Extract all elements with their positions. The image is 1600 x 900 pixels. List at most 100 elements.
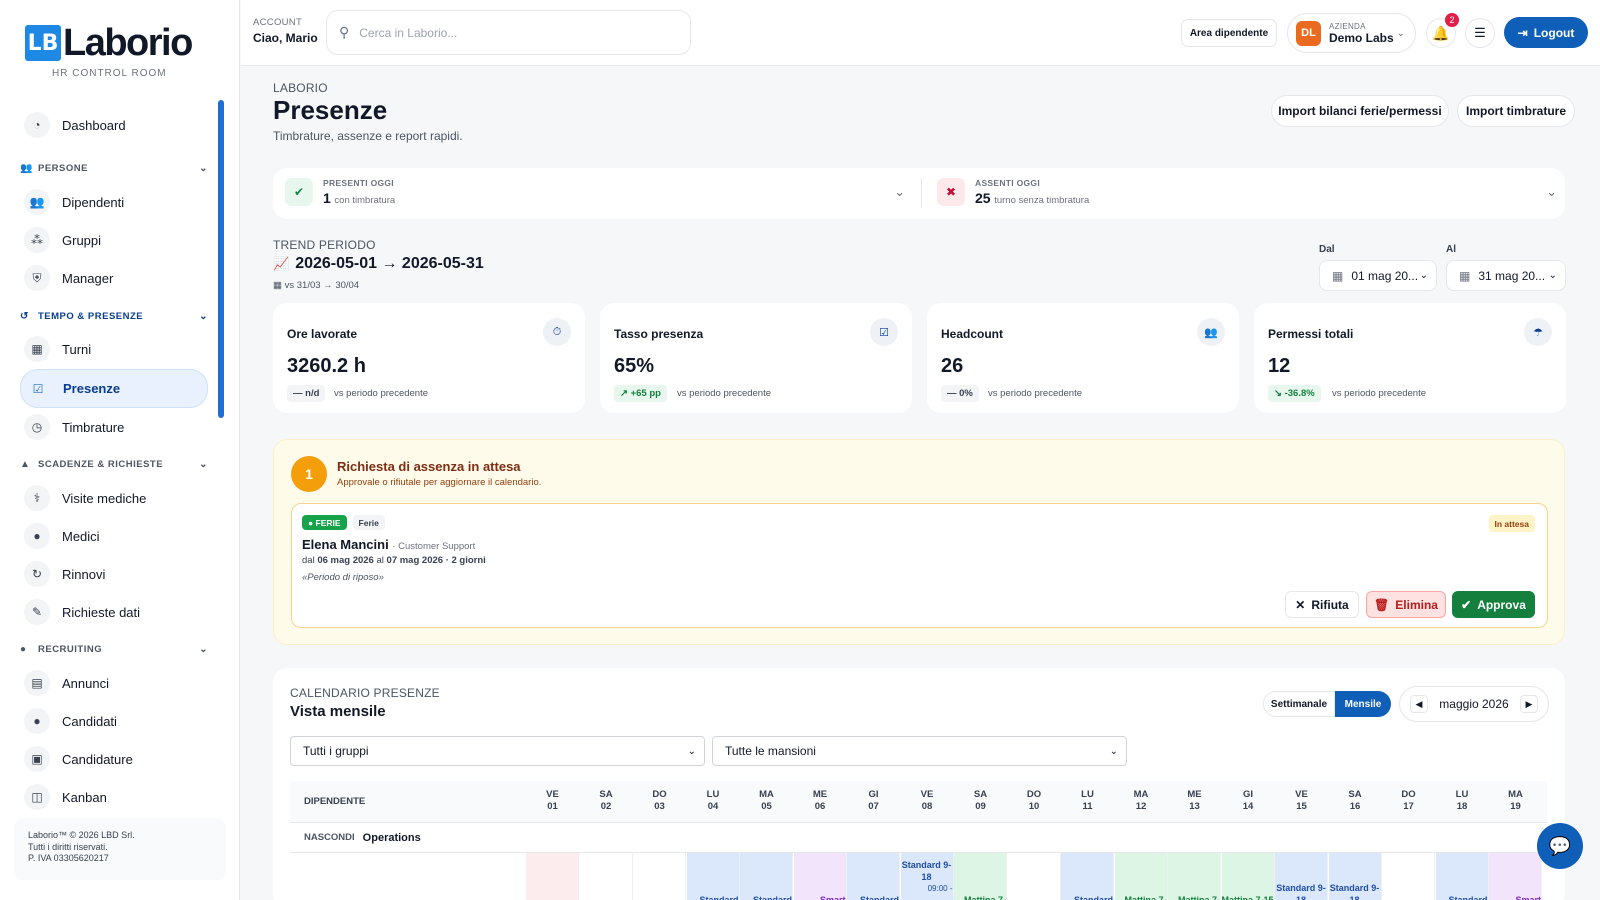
sidebar-item-candidati[interactable]: ● Candidati: [20, 703, 208, 739]
delete-button[interactable]: 🗑 Elimina: [1366, 591, 1446, 618]
day-number: 06: [814, 801, 826, 812]
people-icon: 👥: [20, 163, 33, 174]
present-today[interactable]: ✔ PRESENTI OGGI 1 con timbratura ⌄: [285, 178, 905, 206]
kpi-delta: — 0%: [941, 385, 979, 402]
sidebar-item-presenze[interactable]: ☑ Presenze: [20, 369, 208, 408]
shift-cell[interactable]: Smart: [793, 853, 847, 900]
date-to: 07 mag 2026: [386, 555, 444, 566]
sidebar-item-manager[interactable]: ⛨ Manager: [20, 260, 208, 296]
role-filter-select[interactable]: Tutte le mansioni ⌄: [712, 736, 1127, 766]
sliders-icon: ☰: [1474, 25, 1486, 40]
chevron-down-icon: ⌄: [1396, 27, 1405, 39]
hide-group-toggle[interactable]: NASCONDI: [304, 832, 355, 843]
sidebar-item-candidature[interactable]: ▣ Candidature: [20, 741, 208, 777]
notifications-button[interactable]: 🔔 2: [1426, 13, 1459, 48]
area-dipendente-button[interactable]: Area dipendente: [1181, 19, 1277, 47]
absent-today[interactable]: ✖ ASSENTI OGGI 25 turno senza timbratura…: [937, 178, 1557, 206]
kpi-compare-label: vs periodo precedente: [677, 388, 772, 399]
trend-compare-text: vs 31/03 → 30/04: [284, 280, 360, 291]
sidebar-item-label: Kanban: [62, 789, 107, 805]
chat-icon: 💬: [1548, 835, 1572, 856]
calendar-header-row: DIPENDENTE VE 01 SA 02 DO 03 LU 04 MA 05 ME 06 GI 07 V…: [290, 781, 1547, 823]
shift-cell[interactable]: Standard: [847, 853, 900, 900]
shift-label: Standard 9-18: [901, 860, 952, 882]
settings-button[interactable]: ☰: [1465, 18, 1495, 48]
shift-cell[interactable]: [1007, 853, 1061, 900]
notification-count-badge: 2: [1445, 13, 1459, 27]
view-month-toggle[interactable]: Mensile: [1335, 691, 1391, 717]
sidebar-item-kanban[interactable]: ◫ Kanban: [20, 779, 208, 815]
shift-cell[interactable]: Smart: [1489, 853, 1542, 900]
reject-button[interactable]: ✕ Rifiuta: [1285, 591, 1359, 618]
sidebar-item-richieste-dati[interactable]: ✎ Richieste dati: [20, 594, 208, 630]
shift-cell[interactable]: Mattina 7-15: [1221, 853, 1275, 900]
sidebar-item-turni[interactable]: ▦ Turni: [20, 331, 208, 367]
sidebar-item-visite-mediche[interactable]: ⚕ Visite mediche: [20, 480, 208, 516]
company-avatar: DL: [1296, 20, 1321, 46]
sidebar-item-dashboard[interactable]: ◔ Dashboard: [20, 107, 208, 143]
day-column-header: DO 03: [633, 789, 686, 813]
day-name: MA: [759, 789, 774, 800]
import-timbrature-button[interactable]: Import timbrature: [1457, 95, 1575, 127]
chat-button[interactable]: 💬: [1537, 823, 1583, 869]
shift-label: Mattina 7-15: [1221, 895, 1274, 900]
import-bilanci-button[interactable]: Import bilanci ferie/permessi: [1271, 95, 1449, 127]
day-column-header: DO 17: [1382, 789, 1435, 813]
sidebar-item-label: Annunci: [62, 675, 109, 691]
sidebar-item-gruppi[interactable]: ⁂ Gruppi: [20, 222, 208, 258]
present-label: PRESENTI OGGI: [323, 178, 394, 188]
chevron-down-icon: ⌄: [1546, 184, 1557, 199]
day-column-header: LU 11: [1061, 789, 1114, 813]
logo[interactable]: LB Laborio: [25, 24, 193, 62]
kpi-value: 12: [1268, 355, 1291, 377]
shift-cell[interactable]: Standard 9-18: [1275, 853, 1328, 900]
sidebar-item-rinnovi[interactable]: ↻ Rinnovi: [20, 556, 208, 592]
shift-cell[interactable]: [526, 853, 579, 900]
shift-cell[interactable]: Standard: [1435, 853, 1489, 900]
kpi-compare-label: vs periodo precedente: [334, 388, 429, 399]
sidebar-section-persone[interactable]: 👥 PERSONE ⌄: [20, 163, 208, 174]
shift-cell[interactable]: Mattina 7-: [1168, 853, 1221, 900]
user-check-icon: ✔: [285, 178, 313, 206]
chevron-down-icon: ⌄: [199, 644, 208, 655]
history-icon: ↺: [20, 311, 29, 322]
sidebar-section-tempo[interactable]: ↺ TEMPO & PRESENZE ⌄: [20, 311, 208, 322]
day-name: GI: [868, 789, 879, 800]
date-from-picker[interactable]: ▦ 01 mag 20... ⌄: [1319, 260, 1437, 291]
sidebar-item-dipendenti[interactable]: 👥 Dipendenti: [20, 184, 208, 220]
approve-button[interactable]: ✔ Approva: [1452, 591, 1535, 618]
company-name: Demo Labs: [1329, 30, 1394, 45]
sidebar-item-medici[interactable]: ● Medici: [20, 518, 208, 554]
shift-cell[interactable]: Mattina 7-: [1114, 853, 1168, 900]
shift-cell[interactable]: [579, 853, 633, 900]
search-input[interactable]: ⚲ Cerca in Laborio...: [326, 10, 691, 55]
kpi-title: Headcount: [941, 327, 1004, 341]
view-week-toggle[interactable]: Settimanale: [1263, 691, 1335, 717]
shift-cell[interactable]: Standard 9-18 09:00 -: [900, 853, 954, 900]
calendar-check-icon: ☑: [870, 318, 898, 346]
day-name: VE: [1295, 789, 1308, 800]
shift-cell[interactable]: Standard: [1061, 853, 1114, 900]
sidebar-section-scadenze[interactable]: ▲ SCADENZE & RICHIESTE ⌄: [20, 459, 208, 470]
shift-cell[interactable]: Standard 9-18: [1328, 853, 1382, 900]
sidebar-section-recruiting[interactable]: ● RECRUITING ⌄: [20, 644, 208, 655]
shift-cell[interactable]: [633, 853, 686, 900]
sidebar-item-annunci[interactable]: ▤ Annunci: [20, 665, 208, 701]
footer-copyright: Laborio™ © 2026 LBD Srl.: [28, 830, 135, 840]
sidebar-scrollbar[interactable]: [218, 100, 224, 418]
shift-cell[interactable]: Mattina 7-: [954, 853, 1007, 900]
date-to-picker[interactable]: ▦ 31 mag 20... ⌄: [1446, 260, 1566, 291]
company-switcher[interactable]: DL AZIENDA Demo Labs ⌄: [1287, 13, 1416, 53]
logout-button[interactable]: ⇥ Logout: [1504, 17, 1588, 48]
shift-label: Mattina 7-: [963, 895, 1006, 900]
prev-month-button[interactable]: ◀: [1410, 695, 1428, 713]
logo-subtitle: HR CONTROL ROOM: [52, 68, 167, 79]
sidebar-item-label: Rinnovi: [62, 566, 106, 582]
shift-cell[interactable]: [1382, 853, 1435, 900]
next-month-button[interactable]: ▶: [1519, 695, 1538, 713]
shift-cell[interactable]: Standard: [740, 853, 793, 900]
sidebar-item-timbrature[interactable]: ◷ Timbrature: [20, 409, 208, 445]
day-name: LU: [706, 789, 720, 800]
shift-cell[interactable]: Standard: [686, 853, 740, 900]
group-filter-select[interactable]: Tutti i gruppi ⌄: [290, 736, 705, 766]
